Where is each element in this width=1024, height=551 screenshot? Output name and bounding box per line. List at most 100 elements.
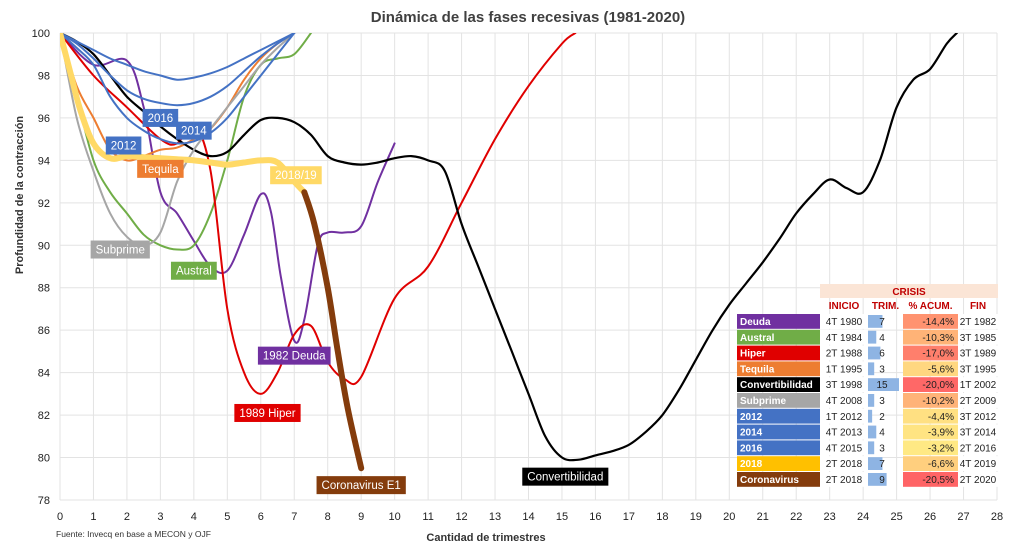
svg-text:Convertibilidad: Convertibilidad (740, 380, 813, 391)
svg-text:2012: 2012 (740, 412, 763, 423)
annotation-label: 2016 (142, 108, 179, 127)
svg-text:-10,3%: -10,3% (922, 333, 954, 344)
svg-text:2012: 2012 (111, 141, 137, 153)
svg-text:4T 1984: 4T 1984 (826, 333, 863, 344)
svg-text:7: 7 (879, 317, 885, 328)
x-tick-label: 19 (690, 511, 702, 523)
series-line-austral (60, 33, 312, 251)
x-tick-label: 4 (191, 511, 197, 523)
svg-text:3T 1985: 3T 1985 (960, 333, 997, 344)
svg-text:3T 2012: 3T 2012 (960, 412, 997, 423)
svg-text:3: 3 (879, 396, 885, 407)
x-tick-label: 5 (224, 511, 230, 523)
x-tick-label: 26 (924, 511, 936, 523)
svg-text:4T 2008: 4T 2008 (826, 396, 863, 407)
svg-text:Subprime: Subprime (96, 245, 145, 257)
annotation-label: 2012 (105, 136, 142, 155)
svg-text:Tequila: Tequila (142, 164, 179, 176)
svg-text:Coronavirus E1: Coronavirus E1 (322, 480, 401, 492)
svg-text:2T 1988: 2T 1988 (826, 349, 863, 360)
svg-text:4: 4 (879, 428, 885, 439)
table-row: Deuda 4T 1980 7 -14,4% 2T 1982 (737, 314, 998, 329)
x-tick-label: 6 (258, 511, 264, 523)
y-axis-ticks: 78 80 82 84 86 88 90 92 94 96 98 100 (32, 28, 50, 507)
series-line-tequila (60, 33, 296, 162)
svg-text:2016: 2016 (148, 113, 174, 125)
svg-text:-10,2%: -10,2% (922, 396, 954, 407)
x-tick-label: 18 (656, 511, 668, 523)
svg-text:3T 2014: 3T 2014 (960, 428, 997, 439)
svg-text:4T 2015: 4T 2015 (826, 443, 863, 454)
annotation-label: Coronavirus E1 (316, 476, 406, 495)
svg-text:7: 7 (879, 459, 885, 470)
svg-text:15: 15 (876, 380, 888, 391)
svg-text:Austral: Austral (740, 333, 775, 344)
annotation-label: 2018/19 (270, 166, 322, 185)
svg-text:3T 1995: 3T 1995 (960, 364, 997, 375)
svg-text:2014: 2014 (181, 126, 207, 138)
series-line-2014 (60, 33, 296, 107)
svg-text:2016: 2016 (740, 443, 763, 454)
source-note: Fuente: Invecq en base a MECON y OJF (56, 529, 211, 539)
y-tick-label: 90 (38, 240, 50, 252)
table-row: Subprime 4T 2008 3 -10,2% 2T 2009 (737, 393, 998, 408)
svg-text:2018: 2018 (740, 459, 763, 470)
svg-text:2T 2018: 2T 2018 (826, 475, 863, 486)
svg-text:3: 3 (879, 443, 885, 454)
table-row: Austral 4T 1984 4 -10,3% 3T 1985 (737, 329, 998, 345)
svg-text:4T 2013: 4T 2013 (826, 428, 863, 439)
svg-text:-17,0%: -17,0% (922, 349, 954, 360)
table-row: Coronavirus 2T 2018 9 -20,5% 2T 2020 (737, 472, 998, 487)
table-row: Tequila 1T 1995 3 -5,6% 3T 1995 (737, 361, 998, 377)
svg-text:3: 3 (879, 364, 885, 375)
svg-text:9: 9 (879, 475, 885, 486)
x-tick-label: 8 (325, 511, 331, 523)
x-tick-label: 9 (358, 511, 364, 523)
x-tick-label: 20 (723, 511, 735, 523)
x-tick-label: 11 (422, 511, 433, 523)
svg-text:Coronavirus: Coronavirus (740, 475, 799, 486)
table-title: CRISIS (892, 287, 926, 298)
series-line-2016 (60, 33, 296, 81)
svg-text:-5,6%: -5,6% (928, 364, 954, 375)
svg-text:Tequila: Tequila (740, 364, 775, 375)
svg-text:1T 2002: 1T 2002 (960, 380, 997, 391)
y-tick-label: 100 (32, 28, 50, 40)
svg-text:-3,9%: -3,9% (928, 428, 954, 439)
svg-text:-6,6%: -6,6% (928, 459, 954, 470)
x-tick-label: 22 (790, 511, 802, 523)
x-tick-label: 12 (455, 511, 467, 523)
svg-text:Convertibilidad: Convertibilidad (527, 472, 603, 484)
svg-text:2018/19: 2018/19 (275, 170, 317, 182)
x-tick-label: 13 (489, 511, 501, 523)
annotation-label: Convertibilidad (522, 467, 609, 486)
svg-text:Subprime: Subprime (740, 396, 787, 407)
annotation-label: Subprime (90, 240, 150, 259)
y-tick-label: 94 (38, 155, 50, 167)
y-tick-label: 96 (38, 113, 50, 125)
y-tick-label: 80 (38, 453, 50, 465)
series-line-subprime (60, 33, 296, 247)
chart-title: Dinámica de las fases recesivas (1981-20… (371, 9, 685, 26)
series-lines (60, 33, 958, 472)
svg-text:2T 2020: 2T 2020 (960, 475, 997, 486)
svg-text:Austral: Austral (176, 266, 212, 278)
table-row: Hiper 2T 1988 6 -17,0% 3T 1989 (737, 345, 998, 361)
table-row: 2012 1T 2012 2 -4,4% 3T 2012 (737, 408, 998, 424)
svg-text:2T 1982: 2T 1982 (960, 317, 997, 328)
table-header: TRIM. (872, 301, 899, 312)
svg-text:2T 2016: 2T 2016 (960, 443, 997, 454)
x-tick-label: 17 (623, 511, 635, 523)
x-tick-label: 24 (857, 511, 869, 523)
x-tick-label: 27 (957, 511, 969, 523)
series-line-convertibilidad (60, 33, 958, 462)
series-line-hiper (60, 33, 577, 395)
x-tick-label: 1 (90, 511, 96, 523)
svg-text:1989 Hiper: 1989 Hiper (239, 408, 295, 420)
x-tick-label: 28 (991, 511, 1003, 523)
y-tick-label: 88 (38, 283, 50, 295)
annotation-label: 2014 (176, 121, 212, 140)
y-tick-label: 86 (38, 325, 50, 337)
y-tick-label: 84 (38, 368, 50, 380)
table-row: Convertibilidad 3T 1998 15 -20,0% 1T 2002 (737, 377, 998, 392)
